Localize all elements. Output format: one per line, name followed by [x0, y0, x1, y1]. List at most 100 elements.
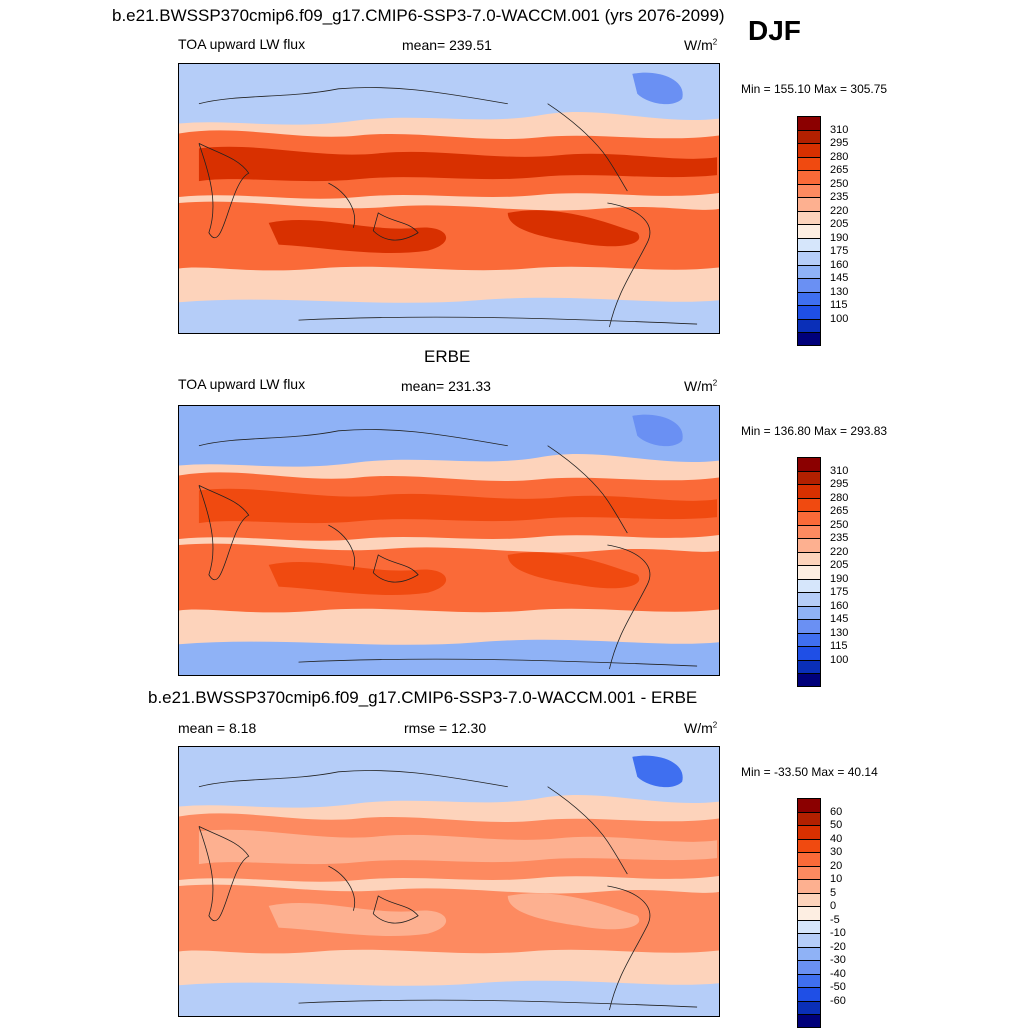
colorbar-tick-label: 280 [830, 491, 849, 504]
colorbar-tick-label: 160 [830, 258, 849, 271]
colorbar-swatch [797, 129, 821, 143]
colorbar-tick-label: 220 [830, 545, 849, 558]
panel3-rmse-label: rmse = 12.30 [404, 720, 487, 736]
colorbar-swatch [797, 946, 821, 960]
colorbar-tick-label: 0 [830, 900, 837, 912]
colorbar-swatch [797, 156, 821, 170]
colorbar-tick-label: 250 [830, 177, 849, 190]
colorbar-tick-label: 190 [830, 572, 849, 585]
colorbar-swatch [797, 933, 821, 947]
tropical-core-south [268, 893, 640, 937]
colorbar-tick-label: 175 [830, 245, 849, 257]
colorbar-swatch [797, 987, 821, 1001]
colorbar-swatch [797, 619, 821, 633]
colorbar-swatch [797, 197, 821, 211]
panel3-units: W/m2 [684, 720, 718, 736]
colorbar-tick-label: 115 [830, 299, 848, 311]
arctic-core [632, 72, 683, 105]
panel1-variable-label: TOA upward LW flux [178, 36, 306, 52]
colorbar-swatch [797, 524, 821, 538]
panel2-title: ERBE [424, 347, 471, 366]
colorbar-tick-label: -50 [830, 981, 846, 993]
panel3-title: b.e21.BWSSP370cmip6.f09_g17.CMIP6-SSP3-7… [148, 688, 698, 707]
colorbar-swatch [797, 497, 821, 511]
continent-outlines [198, 87, 698, 328]
colorbar-swatch [797, 879, 821, 893]
panel2-units: W/m2 [684, 378, 718, 394]
colorbar-swatch [797, 332, 821, 346]
southern-ocean-field [179, 639, 719, 675]
colorbar-swatch [797, 1014, 821, 1028]
colorbar-tick-label: -5 [830, 913, 840, 926]
colorbar-swatch [797, 565, 821, 579]
colorbar-swatch [797, 838, 821, 852]
colorbar-tick-label: 115 [830, 640, 848, 652]
colorbar-swatch [797, 592, 821, 606]
colorbar-swatch [797, 892, 821, 906]
colorbar-tick-label: 235 [830, 191, 849, 203]
colorbar-swatch [797, 919, 821, 933]
colorbar-swatch [797, 1000, 821, 1014]
colorbar-tick-label: 235 [830, 532, 849, 544]
colorbar-swatch [797, 798, 821, 812]
tropical-core-north [198, 829, 718, 865]
colorbar-swatch [797, 659, 821, 673]
colorbar-swatch [797, 210, 821, 224]
colorbar-tick-label: -40 [830, 967, 846, 980]
colorbar-tick-label: 310 [830, 123, 849, 136]
colorbar-swatch [797, 291, 821, 305]
figure-title: b.e21.BWSSP370cmip6.f09_g17.CMIP6-SSP3-7… [112, 6, 725, 25]
colorbar-swatch [797, 278, 821, 292]
colorbar-swatch [797, 470, 821, 484]
panel1-colorbar [797, 116, 821, 346]
tropical-core-south [268, 210, 640, 254]
colorbar-swatch [797, 811, 821, 825]
colorbar-tick-label: 145 [830, 613, 849, 625]
colorbar-tick-label: 250 [830, 518, 849, 531]
colorbar-tick-label: 5 [830, 886, 837, 899]
colorbar-swatch [797, 973, 821, 987]
colorbar-swatch [797, 116, 821, 130]
colorbar-swatch [797, 605, 821, 619]
colorbar-tick-label: 160 [830, 599, 849, 612]
colorbar-swatch [797, 825, 821, 839]
colorbar-tick-label: 40 [830, 832, 843, 845]
colorbar-tick-label: 295 [830, 478, 849, 490]
colorbar-tick-label: 145 [830, 272, 849, 284]
colorbar-tick-label: 20 [830, 859, 843, 872]
colorbar-swatch [797, 865, 821, 879]
colorbar-swatch [797, 170, 821, 184]
colorbar-swatch [797, 183, 821, 197]
colorbar-swatch [797, 237, 821, 251]
colorbar-swatch [797, 143, 821, 157]
colorbar-tick-label: 220 [830, 204, 849, 217]
panel2-mean-label: mean= 231.33 [401, 378, 491, 394]
colorbar-swatch [797, 484, 821, 498]
southern-ocean-field [179, 980, 719, 1016]
arctic-core [632, 414, 683, 447]
colorbar-tick-label: 265 [830, 505, 849, 517]
panel3-colorbar [797, 798, 821, 1028]
tropical-core-north [198, 488, 718, 524]
colorbar-tick-label: 50 [830, 819, 843, 831]
panel1-units: W/m2 [684, 37, 718, 53]
colorbar-tick-label: 295 [830, 137, 849, 149]
colorbar-swatch [797, 551, 821, 565]
panel1-mean-label: mean= 239.51 [402, 37, 492, 53]
panel2-map [178, 405, 720, 676]
colorbar-tick-label: 175 [830, 586, 849, 598]
colorbar-swatch [797, 538, 821, 552]
colorbar-swatch [797, 511, 821, 525]
colorbar-swatch [797, 457, 821, 471]
panel2-colorbar [797, 457, 821, 687]
colorbar-swatch [797, 960, 821, 974]
colorbar-tick-label: 280 [830, 150, 849, 163]
colorbar-tick-label: 205 [830, 559, 849, 571]
colorbar-tick-label: -20 [830, 940, 846, 953]
colorbar-tick-label: 265 [830, 164, 849, 176]
arctic-core [632, 755, 683, 788]
colorbar-swatch [797, 632, 821, 646]
colorbar-tick-label: -60 [830, 994, 846, 1007]
panel2-variable-label: TOA upward LW flux [178, 376, 306, 392]
colorbar-tick-label: 205 [830, 218, 849, 230]
